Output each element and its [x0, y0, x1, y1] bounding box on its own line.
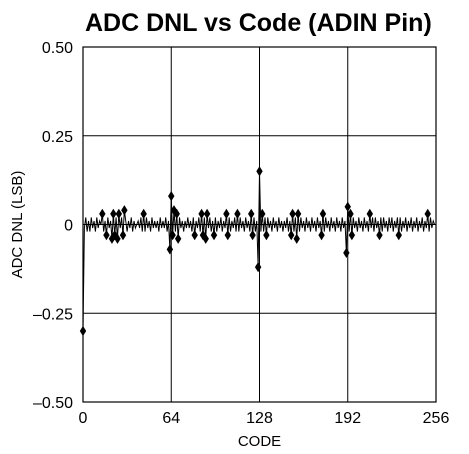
dnl-point-63 [166, 244, 174, 255]
dnl-point-89 [202, 233, 209, 244]
series-layer [79, 166, 436, 337]
dnl-point-151 [288, 230, 295, 241]
dnl-point-81 [191, 230, 198, 241]
dnl-point-152 [289, 208, 296, 219]
y-tick-label-4: –0.50 [33, 395, 73, 412]
dnl-point-156 [294, 208, 302, 219]
x-axis-label: CODE [238, 433, 281, 450]
x-tick-label-64: 64 [162, 410, 180, 427]
dnl-point-68 [173, 208, 180, 219]
dnl-point-195 [348, 230, 356, 241]
dnl-point-26 [115, 208, 123, 219]
dnl-point-17 [103, 230, 110, 241]
x-tick-label-128: 128 [246, 410, 273, 427]
dnl-point-64 [168, 190, 175, 202]
dnl-point-44 [140, 208, 147, 219]
dnl-point-173 [318, 230, 325, 241]
x-tick-label-0: 0 [79, 410, 88, 427]
dnl-point-105 [224, 230, 231, 241]
dnl-point-191 [343, 247, 350, 259]
dnl-point-112 [234, 208, 241, 219]
chart-title: ADC DNL vs Code (ADIN Pin) [85, 9, 432, 37]
dnl-point-14 [99, 208, 106, 219]
dnl-point-23 [111, 230, 118, 241]
dnl-point-208 [366, 208, 374, 219]
dnl-point-250 [424, 208, 431, 219]
dnl-point-192 [344, 201, 351, 212]
x-tick-label-256: 256 [423, 410, 450, 427]
dnl-point-65 [169, 230, 176, 241]
tick-labels: 0 64 128 192 256 0.50 0.25 0 –0.25 –0.50 [33, 40, 449, 427]
dnl-point-127 [254, 261, 262, 273]
dnl-point-130 [259, 208, 266, 219]
y-axis-label: ADC DNL (LSB) [9, 171, 26, 279]
plot-area-frame [82, 46, 437, 403]
dnl-point-69 [174, 233, 182, 244]
dnl-point-95 [210, 230, 218, 241]
dnl-point-90 [203, 208, 211, 219]
y-tick-label-1: 0.25 [42, 129, 73, 146]
dnl-point-174 [319, 208, 327, 219]
dnl-point-22 [110, 208, 117, 219]
dnl-point-133 [263, 230, 270, 241]
dnl-point-29 [119, 230, 127, 241]
dnl-point-128 [256, 166, 263, 177]
dnl-point-104 [223, 208, 230, 219]
dnl-line-0 [82, 171, 436, 332]
dnl-point-30 [121, 205, 128, 216]
dnl-point-25 [114, 233, 121, 244]
y-tick-label-2: 0 [64, 218, 73, 235]
y-tick-label-0: 0.50 [42, 40, 73, 57]
x-tick-label-192: 192 [334, 410, 361, 427]
dnl-point-123 [249, 230, 256, 241]
dnl-point-86 [198, 208, 205, 219]
dnl-point-194 [347, 208, 354, 219]
dnl-point-215 [376, 230, 383, 241]
dnl-point-122 [248, 208, 255, 219]
dnl-point-66 [170, 205, 178, 216]
dnl-point-229 [395, 230, 402, 241]
y-tick-label-3: –0.25 [33, 306, 73, 323]
dnl-point-87 [199, 230, 207, 241]
dnl-point-155 [293, 233, 300, 244]
